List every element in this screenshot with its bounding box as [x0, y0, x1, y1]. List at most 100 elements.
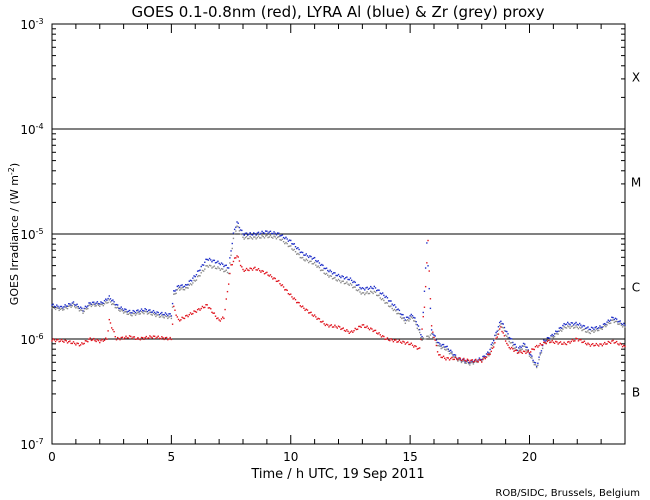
series-point — [120, 306, 122, 308]
series-point — [370, 285, 372, 288]
series-point — [216, 261, 218, 264]
series-point — [292, 298, 294, 300]
series-point — [268, 275, 270, 277]
series-point — [214, 267, 217, 270]
series-point — [116, 336, 119, 339]
series-point — [356, 328, 359, 330]
series-point — [435, 339, 438, 341]
series-point — [59, 305, 62, 308]
series-point — [596, 329, 599, 332]
chart-title: GOES 0.1-0.8nm (red), LYRA Al (blue) & Z… — [132, 3, 545, 21]
series-point — [169, 315, 171, 317]
series-point — [57, 305, 59, 308]
series-point — [453, 356, 455, 358]
series-point — [182, 286, 185, 288]
series-point — [206, 258, 208, 261]
series-point — [447, 348, 450, 350]
series-point — [62, 340, 64, 343]
series-point — [105, 298, 107, 300]
series-point — [238, 260, 241, 262]
series-point — [248, 233, 250, 235]
series-point — [232, 237, 235, 240]
series-point — [467, 362, 470, 365]
series-point — [121, 336, 124, 338]
series-point — [565, 323, 568, 325]
series-point — [510, 338, 513, 340]
series-point — [131, 315, 133, 317]
series-point — [512, 348, 514, 350]
series-point — [69, 303, 71, 305]
series-point — [539, 354, 541, 356]
series-point — [587, 326, 589, 328]
series-point — [210, 308, 212, 310]
series-point — [338, 280, 341, 282]
series-point — [448, 350, 451, 352]
series-point — [416, 327, 418, 329]
series-point — [348, 332, 350, 334]
series-point — [519, 348, 521, 350]
series-point — [583, 340, 586, 342]
series-point — [89, 303, 91, 306]
series-point — [605, 323, 607, 326]
series-point — [435, 344, 438, 347]
series-point — [398, 313, 401, 315]
series-point — [613, 342, 615, 344]
series-point — [51, 340, 53, 342]
series-point — [589, 332, 592, 335]
series-point — [219, 320, 222, 322]
series-point — [231, 263, 233, 266]
y-axis-label-main: GOES Irradiance / (W m — [8, 175, 21, 305]
series-point — [226, 290, 229, 293]
series-point — [537, 364, 539, 366]
series-point — [224, 264, 226, 267]
series-point — [446, 348, 448, 350]
series-point — [130, 314, 132, 316]
series-point — [436, 341, 439, 344]
series-point — [404, 343, 407, 345]
series-point — [120, 336, 122, 339]
series-point — [251, 269, 254, 271]
series-point — [321, 321, 323, 323]
series-point — [182, 317, 185, 319]
series-point — [54, 308, 57, 311]
series-point — [100, 339, 102, 342]
series-point — [105, 301, 107, 303]
series-point — [324, 273, 327, 275]
series-point — [219, 263, 222, 266]
series-point — [348, 278, 350, 281]
series-point — [504, 334, 507, 336]
y-tick-label: 10-7 — [20, 437, 43, 452]
series-point — [298, 253, 300, 256]
series-point — [192, 312, 194, 315]
series-point — [162, 337, 164, 339]
series-point — [262, 235, 264, 238]
series-point — [124, 308, 126, 310]
series-point — [370, 290, 372, 293]
series-point — [553, 333, 556, 335]
series-point — [564, 323, 567, 326]
series-point — [236, 225, 238, 227]
series-point — [127, 313, 130, 315]
series-point — [87, 305, 89, 307]
series-point — [310, 255, 312, 258]
series-point — [243, 270, 245, 272]
series-point — [149, 309, 151, 311]
series-point — [76, 306, 78, 308]
series-point — [236, 221, 238, 223]
series-point — [147, 309, 150, 312]
series-point — [483, 355, 485, 357]
series-point — [204, 268, 206, 270]
series-point — [126, 311, 128, 313]
series-point — [395, 306, 397, 308]
series-point — [532, 348, 534, 350]
series-point — [317, 260, 319, 262]
series-point — [101, 302, 103, 304]
series-point — [165, 336, 168, 339]
series-point — [319, 264, 322, 267]
series-point — [96, 301, 99, 303]
series-point — [301, 251, 304, 254]
series-point — [570, 325, 572, 328]
series-point — [318, 318, 321, 320]
flare-class-m: M — [631, 176, 641, 190]
series-point — [397, 308, 399, 310]
